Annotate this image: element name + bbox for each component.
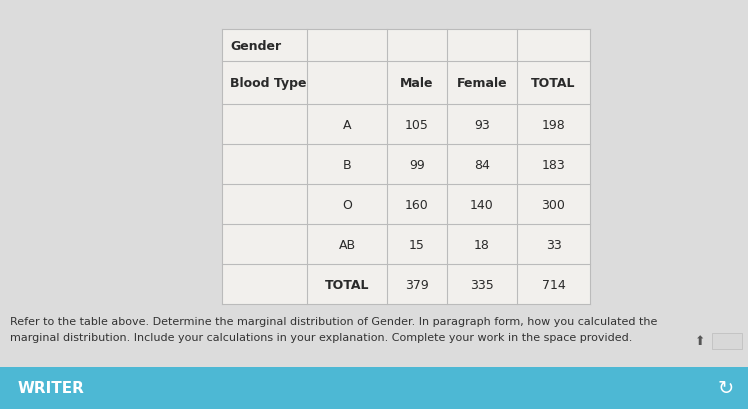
Text: 335: 335 [470, 278, 494, 291]
Text: Male: Male [400, 77, 434, 90]
Text: 15: 15 [409, 238, 425, 251]
Text: A: A [343, 119, 352, 132]
Text: 379: 379 [405, 278, 429, 291]
Text: 183: 183 [542, 158, 565, 171]
Text: 18: 18 [474, 238, 490, 251]
Text: 140: 140 [470, 198, 494, 211]
Text: 93: 93 [474, 119, 490, 132]
Text: 714: 714 [542, 278, 565, 291]
Text: O: O [342, 198, 352, 211]
Bar [712, 333, 742, 349]
Text: ⬆: ⬆ [695, 335, 705, 348]
Text: Blood Type: Blood Type [230, 77, 307, 90]
Text: 300: 300 [542, 198, 565, 211]
Text: WRITER: WRITER [18, 380, 85, 396]
Text: Refer to the table above. Determine the marginal distribution of Gender. In para: Refer to the table above. Determine the … [10, 316, 657, 326]
Text: 33: 33 [545, 238, 562, 251]
Text: 99: 99 [409, 158, 425, 171]
Bar [0, 367, 748, 409]
Text: TOTAL: TOTAL [325, 278, 370, 291]
Bar [222, 30, 590, 304]
Text: Gender: Gender [230, 40, 281, 52]
Text: Female: Female [457, 77, 507, 90]
Text: 160: 160 [405, 198, 429, 211]
Text: TOTAL: TOTAL [531, 77, 576, 90]
Text: 105: 105 [405, 119, 429, 132]
Text: 198: 198 [542, 119, 565, 132]
Text: 84: 84 [474, 158, 490, 171]
Text: AB: AB [338, 238, 355, 251]
Text: marginal distribution. Include your calculations in your explanation. Complete y: marginal distribution. Include your calc… [10, 332, 632, 342]
Text: B: B [343, 158, 352, 171]
Text: ↻: ↻ [718, 379, 735, 398]
